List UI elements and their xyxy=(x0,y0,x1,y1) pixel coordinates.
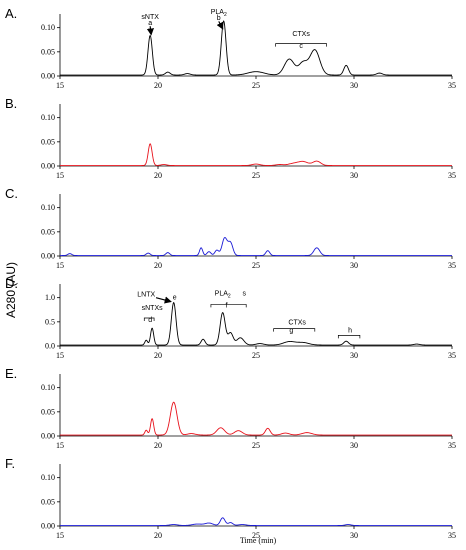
x-tick-label: 30 xyxy=(350,171,358,180)
panel-label: B. xyxy=(5,96,17,111)
peak-annotation: c xyxy=(299,43,303,50)
peak-annotation: LNTX xyxy=(137,292,155,299)
y-tick-label: 0.00 xyxy=(41,522,55,531)
peak-annotation: CTXs xyxy=(292,31,310,38)
annotation-arrow xyxy=(146,26,155,36)
panel-label: A. xyxy=(5,6,17,21)
y-tick-label: 0.00 xyxy=(41,432,55,441)
x-tick-label: 20 xyxy=(154,261,162,270)
y-tick-label: 0.10 xyxy=(41,113,55,122)
chromatogram-trace xyxy=(60,517,452,526)
x-tick-label: 15 xyxy=(56,81,64,90)
y-tick-label: 0.05 xyxy=(41,227,55,236)
peak-annotation: d xyxy=(148,317,152,324)
panel-label: C. xyxy=(5,186,18,201)
x-tick-label: 20 xyxy=(154,531,162,540)
y-tick-label: 1.0 xyxy=(45,293,55,302)
peak-annotation: e xyxy=(173,295,177,302)
chromatogram-trace xyxy=(60,143,452,166)
peak-group-bracket xyxy=(210,304,247,308)
annotation-arrow xyxy=(216,21,224,30)
x-tick-label: 25 xyxy=(252,81,260,90)
panel-label: D. xyxy=(5,276,18,291)
peak-annotation: a xyxy=(148,20,152,27)
y-tick-label: 0.05 xyxy=(41,407,55,416)
chromatogram-trace xyxy=(60,237,452,256)
x-tick-label: 30 xyxy=(350,351,358,360)
x-tick-label: 20 xyxy=(154,441,162,450)
x-tick-label: 30 xyxy=(350,441,358,450)
x-tick-label: 30 xyxy=(350,531,358,540)
chromatogram-trace xyxy=(60,302,452,346)
y-tick-label: 0.10 xyxy=(41,383,55,392)
x-tick-label: 30 xyxy=(350,81,358,90)
panel-b: B. 0.00 0.05 0.10 15 20 25 30 35 xyxy=(5,96,456,180)
x-tick-label: 25 xyxy=(252,531,260,540)
x-tick-label: 20 xyxy=(154,81,162,90)
x-tick-label: 15 xyxy=(56,351,64,360)
x-tick-label: 20 xyxy=(154,351,162,360)
annotation-arrow xyxy=(155,296,172,304)
x-tick-label: 30 xyxy=(350,261,358,270)
y-tick-label: 0.00 xyxy=(41,162,55,171)
peak-group-bracket xyxy=(143,317,155,321)
x-tick-label: 15 xyxy=(56,261,64,270)
peak-annotation: sNTX xyxy=(141,14,159,21)
y-tick-label: 0.00 xyxy=(41,252,55,261)
y-axis-label: A280 (AU) xyxy=(4,262,18,318)
x-tick-label: 25 xyxy=(252,171,260,180)
x-tick-label: 35 xyxy=(448,441,456,450)
panel-f: F. 0.00 0.05 0.10 15 20 25 30 35 xyxy=(5,456,456,540)
y-tick-label: 0.05 xyxy=(41,137,55,146)
x-tick-label: 25 xyxy=(252,351,260,360)
y-tick-label: 0.10 xyxy=(41,473,55,482)
y-tick-label: 0.5 xyxy=(45,317,55,326)
x-tick-label: 35 xyxy=(448,261,456,270)
y-tick-label: 0.00 xyxy=(41,72,55,81)
panel-label: E. xyxy=(5,366,17,381)
peak-annotation: PLA2 xyxy=(215,291,231,300)
peak-annotation: CTXs xyxy=(288,320,306,327)
x-tick-label: 25 xyxy=(252,261,260,270)
peak-annotation: sNTXs xyxy=(142,305,164,312)
panel-e: E. 0.00 0.05 0.10 15 20 25 30 35 xyxy=(5,366,456,450)
y-tick-label: 0.10 xyxy=(41,23,55,32)
peak-annotation: s xyxy=(242,291,246,298)
chromatogram-trace xyxy=(60,20,452,76)
x-tick-label: 35 xyxy=(448,531,456,540)
peak-annotation: g xyxy=(289,327,293,334)
peak-annotation: PLA2 xyxy=(211,9,227,18)
panel-d: D. 0.0 0.5 1.0 15 20 25 30 35 LNTX sNTXs d e PLA2 s f CT… xyxy=(5,276,456,360)
peak-annotation: b xyxy=(217,15,221,22)
chromatogram-trace xyxy=(60,401,452,436)
panel-c: C. 0.00 0.05 0.10 15 20 25 30 35 xyxy=(5,186,456,270)
x-tick-label: 15 xyxy=(56,531,64,540)
peak-annotation: h xyxy=(348,327,352,334)
x-tick-label: 35 xyxy=(448,351,456,360)
y-tick-label: 0.05 xyxy=(41,47,55,56)
panel-label: F. xyxy=(5,456,15,471)
x-tick-label: 20 xyxy=(154,171,162,180)
x-tick-label: 15 xyxy=(56,441,64,450)
x-tick-label: 35 xyxy=(448,81,456,90)
x-tick-label: 35 xyxy=(448,171,456,180)
peak-annotation: f xyxy=(226,302,228,309)
x-tick-label: 25 xyxy=(252,441,260,450)
peak-group-bracket xyxy=(273,328,316,332)
x-tick-label: 15 xyxy=(56,171,64,180)
peak-group-bracket xyxy=(275,43,327,47)
y-tick-label: 0.0 xyxy=(45,342,55,351)
y-tick-label: 0.10 xyxy=(41,203,55,212)
peak-group-bracket xyxy=(337,335,361,339)
y-tick-label: 0.05 xyxy=(41,497,55,506)
x-axis-label: Time (min) xyxy=(240,536,277,545)
